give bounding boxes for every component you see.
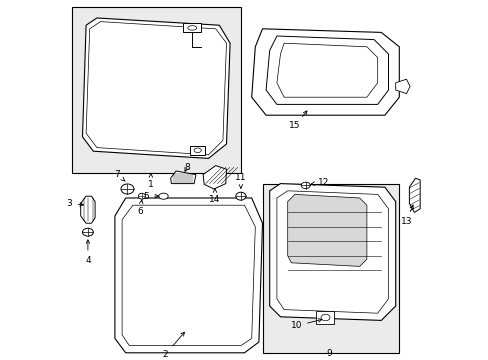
Bar [262,184,399,353]
Ellipse shape [187,26,196,30]
Text: 7: 7 [114,170,125,181]
Bar [190,146,204,155]
Ellipse shape [235,192,245,200]
Polygon shape [82,18,230,158]
Ellipse shape [121,184,134,194]
Polygon shape [395,79,409,94]
Polygon shape [287,194,366,266]
Text: 3: 3 [66,199,83,208]
Text: 1: 1 [148,174,153,189]
Polygon shape [115,198,262,353]
Polygon shape [265,36,387,104]
Polygon shape [408,178,419,212]
Polygon shape [122,205,255,346]
Text: 10: 10 [290,319,321,330]
Text: 13: 13 [400,205,412,226]
Polygon shape [269,184,395,320]
Ellipse shape [194,148,201,153]
Polygon shape [276,43,377,97]
Text: 11: 11 [235,173,246,188]
Polygon shape [251,29,399,115]
Bar [183,23,201,32]
Ellipse shape [301,182,309,189]
Ellipse shape [82,228,93,236]
Ellipse shape [159,193,168,199]
Bar [316,311,334,324]
Polygon shape [81,196,95,223]
Text: 14: 14 [209,189,220,204]
Ellipse shape [138,193,145,199]
Text: 8: 8 [183,163,189,172]
Text: 2: 2 [162,332,184,359]
Bar [72,7,241,173]
Polygon shape [170,171,196,184]
Text: 6: 6 [137,200,143,216]
Polygon shape [276,191,387,313]
Polygon shape [86,22,226,155]
Text: 4: 4 [85,240,91,265]
Ellipse shape [320,314,329,321]
Text: 9: 9 [325,349,331,359]
Text: 5: 5 [143,192,159,201]
Text: 12: 12 [310,177,329,186]
Polygon shape [203,166,226,189]
Text: 15: 15 [288,111,306,130]
